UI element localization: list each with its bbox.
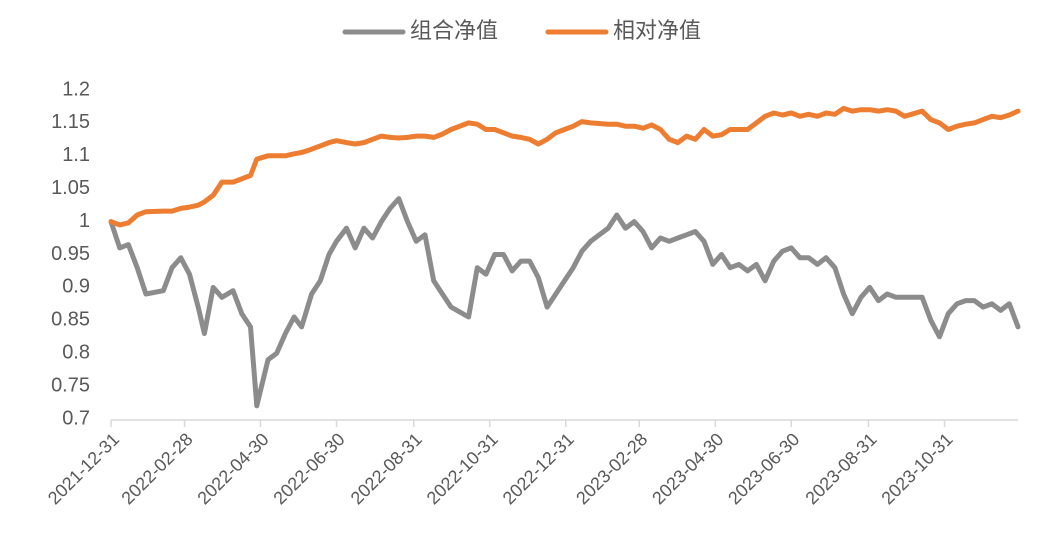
x-tick-label: 2022-06-30	[269, 429, 348, 508]
y-tick-label: 0.7	[62, 407, 90, 429]
x-tick-label: 2023-10-31	[877, 429, 956, 508]
y-tick-label: 1.2	[62, 78, 90, 100]
x-tick-label: 2023-02-28	[572, 429, 651, 508]
y-tick-label: 0.9	[62, 276, 90, 298]
x-tick-label: 2022-12-31	[499, 429, 578, 508]
y-tick-label: 0.8	[62, 341, 90, 363]
x-tick-label: 2021-12-31	[44, 429, 123, 508]
x-tick-label: 2022-02-28	[117, 429, 196, 508]
x-tick-label: 2022-04-30	[193, 429, 272, 508]
y-tick-label: 1.05	[51, 177, 90, 199]
series-line	[108, 105, 1021, 228]
x-tick-label: 2023-04-30	[648, 429, 727, 508]
y-tick-label: 1.15	[51, 111, 90, 133]
y-tick-label: 0.85	[51, 309, 90, 331]
legend-label: 组合净值	[410, 18, 498, 43]
y-tick-label: 1	[79, 210, 90, 232]
x-tick-label: 2022-08-31	[347, 429, 426, 508]
x-tick-label: 2023-08-31	[801, 429, 880, 508]
y-tick-label: 1.1	[62, 144, 90, 166]
y-tick-label: 0.95	[51, 243, 90, 265]
series-line	[108, 196, 1021, 409]
y-tick-label: 0.75	[51, 374, 90, 396]
legend-label: 相对净值	[613, 18, 701, 43]
x-tick-label: 2022-10-31	[423, 429, 502, 508]
x-tick-label: 2023-06-30	[724, 429, 803, 508]
